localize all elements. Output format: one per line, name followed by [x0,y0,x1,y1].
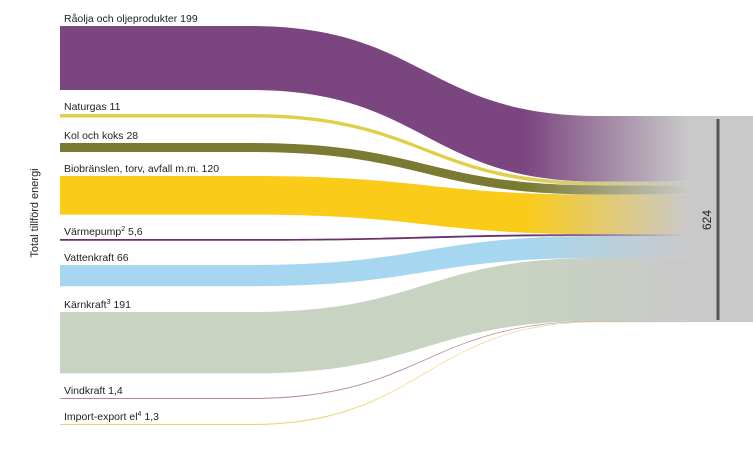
flow-name: Kol och koks [64,130,124,142]
flow-value: 1,3 [141,411,159,423]
flow-name: Kärnkraft [64,299,107,311]
flows-layer [60,26,688,425]
flow-value: 5,6 [125,226,143,238]
flow-band [60,143,688,195]
flow-band [60,236,688,287]
flow-value: 66 [114,252,129,264]
flow-band [60,176,688,235]
flow-label: Råolja och oljeprodukter 199 [64,13,198,25]
flow-label: Vattenkraft 66 [64,252,129,264]
flow-value: 28 [124,130,139,142]
flow-name: Värmepump [64,226,121,238]
y-axis-label: Total tillförd energi [29,168,41,257]
flow-name: Råolja och oljeprodukter [64,13,178,25]
flow-footnote: 4 [138,411,142,418]
flow-label: Biobränslen, torv, avfall m.m. 120 [64,163,219,175]
flow-name: Import-export el [64,411,138,423]
flow-footnote: 3 [107,299,111,306]
flow-label: Import-export el4 1,3 [64,411,159,423]
labels-layer: Råolja och oljeprodukter 199 Naturgas 11 K… [64,13,219,423]
total-sink [688,116,753,322]
flow-band [60,26,688,182]
flow-value: 120 [199,163,220,175]
flow-footnote: 2 [121,226,125,233]
flow-value: 1,4 [105,385,123,397]
flow-value: 191 [111,299,132,311]
flow-name: Naturgas [64,101,107,113]
flow-name: Vattenkraft [64,252,114,264]
flow-band [60,257,688,374]
flow-band [60,234,688,241]
flow-name: Biobränslen, torv, avfall m.m. [64,163,199,175]
flow-label: Kärnkraft3 191 [64,299,131,311]
flow-label: Kol och koks 28 [64,130,138,142]
flow-value: 199 [177,13,198,25]
total-value-label: 624 [700,210,714,230]
flow-label: Vindkraft 1,4 [64,385,123,397]
flow-value: 11 [107,101,121,113]
flow-name: Vindkraft [64,385,105,397]
flow-label: Naturgas 11 [64,101,121,113]
flow-label: Värmepump2 5,6 [64,226,143,238]
